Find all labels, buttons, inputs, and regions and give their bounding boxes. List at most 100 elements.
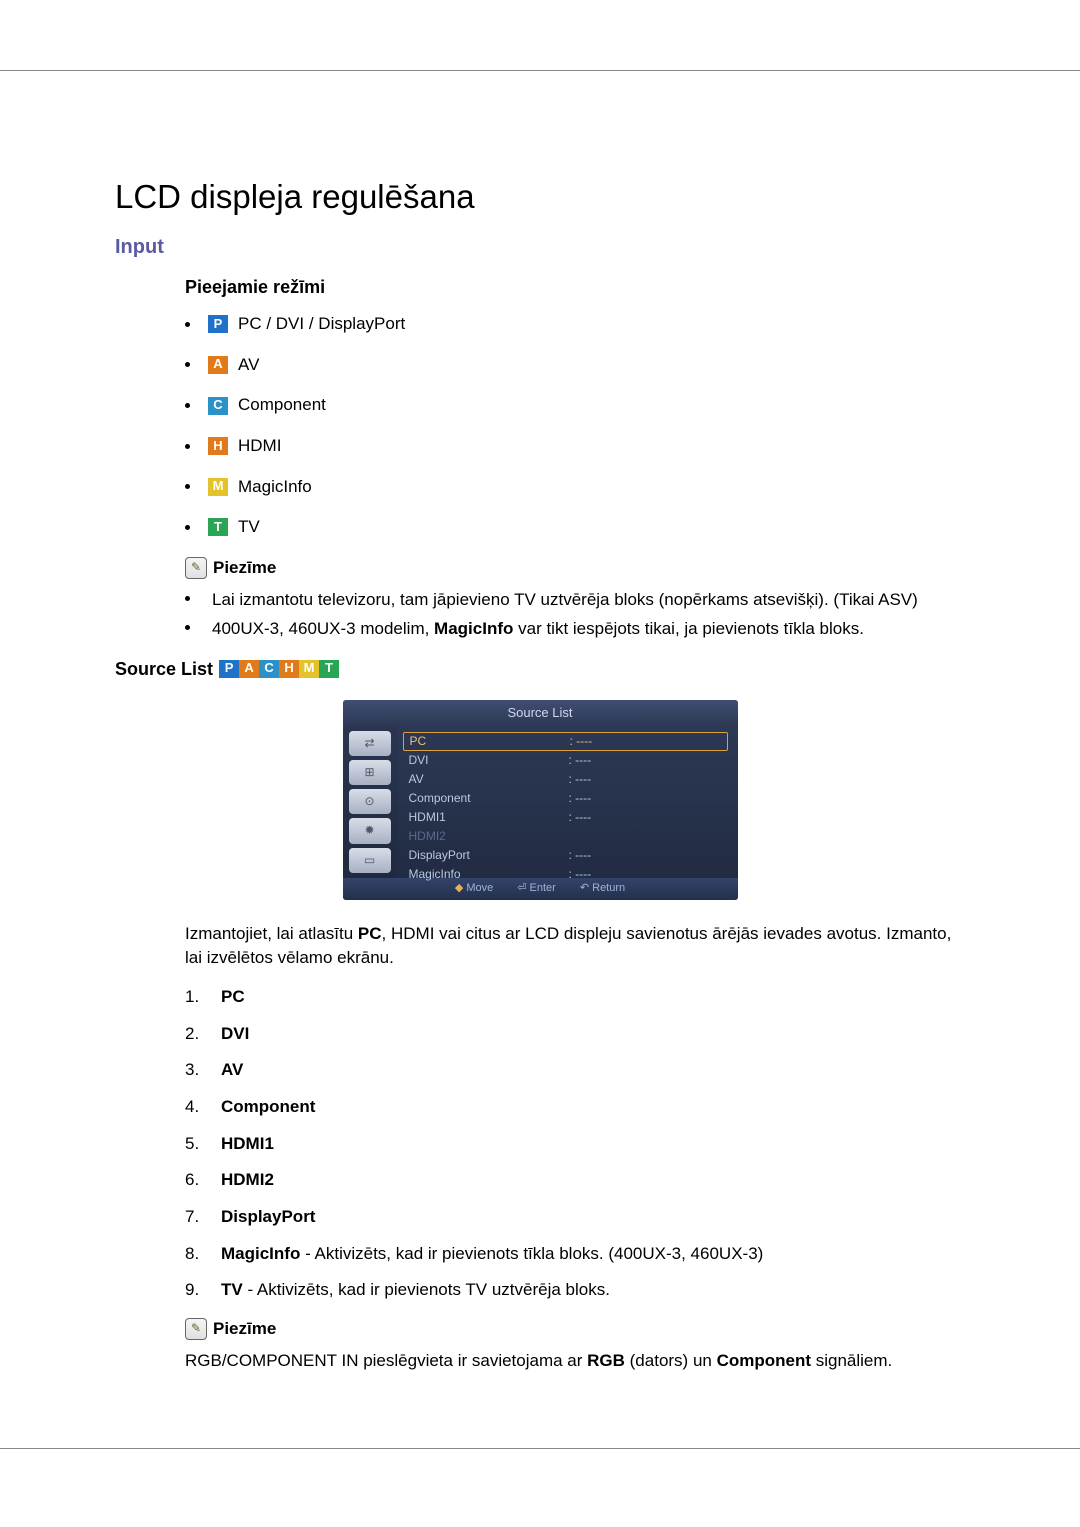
source-list-label: Source List [115, 656, 213, 682]
osd-row-label: PC [410, 733, 520, 750]
badge-t-icon: T [319, 660, 339, 678]
list-number: 5. [185, 1132, 203, 1157]
list-text-bold: TV [221, 1280, 243, 1299]
mode-label: MagicInfo [238, 475, 312, 500]
osd-row-value: : ‑‑‑‑ [569, 771, 592, 788]
mode-label: AV [238, 353, 259, 378]
osd-body: ⇄ ⊞ ⊙ ✹ ▭ PC: ‑‑‑‑DVI: ‑‑‑‑AV: ‑‑‑‑Compo… [343, 726, 738, 878]
osd-row-label: HDMI2 [409, 828, 519, 845]
list-text-rest: - Aktivizēts, kad ir pievienots TV uztvē… [243, 1280, 610, 1299]
badge-p-icon: P [219, 660, 239, 678]
list-text: HDMI2 [221, 1168, 274, 1193]
bullet-icon [185, 625, 190, 630]
osd-side-icon: ▭ [349, 848, 391, 873]
text-part: Izmantojiet, lai atlasītu [185, 924, 358, 943]
text-part: (dators) un [625, 1351, 717, 1370]
bullet-icon [185, 444, 190, 449]
osd-row: DVI: ‑‑‑‑ [403, 751, 728, 770]
note-item: Lai izmantotu televizoru, tam jāpievieno… [185, 588, 965, 613]
badge-c-icon: C [208, 397, 228, 415]
osd-row-label: DVI [409, 752, 519, 769]
note-text-bold: MagicInfo [434, 619, 513, 638]
osd-row: MagicInfo: ‑‑‑‑ [403, 865, 728, 884]
text-part: signāliem. [811, 1351, 892, 1370]
mode-item-magicinfo: M MagicInfo [185, 475, 965, 500]
osd-row-label: Component [409, 790, 519, 807]
list-text: PC [221, 985, 245, 1010]
note-heading: ✎ Piezīme [185, 556, 965, 581]
list-number: 6. [185, 1168, 203, 1193]
note-text: 400UX-3, 460UX-3 modelim, MagicInfo var … [212, 617, 864, 642]
mode-label: Component [238, 393, 326, 418]
osd-footer-enter: ⏎ Enter [517, 881, 556, 897]
badge-t-icon: T [208, 518, 228, 536]
mode-item-av: A AV [185, 353, 965, 378]
osd-side-icons: ⇄ ⊞ ⊙ ✹ ▭ [343, 726, 397, 878]
list-text-bold: DisplayPort [221, 1207, 315, 1226]
mode-label: TV [238, 515, 260, 540]
bullet-icon [185, 362, 190, 367]
mode-label: HDMI [238, 434, 281, 459]
list-number: 3. [185, 1058, 203, 1083]
note-label: Piezīme [213, 556, 276, 581]
list-text-bold: HDMI2 [221, 1170, 274, 1189]
text-part: RGB/COMPONENT IN pieslēgvieta ir savieto… [185, 1351, 587, 1370]
list-text: Component [221, 1095, 315, 1120]
text-bold: PC [358, 924, 382, 943]
list-item: 2.DVI [185, 1022, 965, 1047]
list-text-bold: MagicInfo [221, 1244, 300, 1263]
bullet-icon [185, 403, 190, 408]
source-numbered-list: 1.PC2.DVI3.AV4.Component5.HDMI16.HDMI27.… [185, 985, 965, 1303]
osd-row: PC : ‑‑‑‑ [403, 732, 728, 751]
list-item: 4.Component [185, 1095, 965, 1120]
osd-source-list: PC: ‑‑‑‑DVI: ‑‑‑‑AV: ‑‑‑‑Component: ‑‑‑‑… [397, 726, 738, 878]
osd-row: HDMI2 [403, 827, 728, 846]
note-icon: ✎ [185, 1318, 207, 1340]
list-text: AV [221, 1058, 243, 1083]
list-text: HDMI1 [221, 1132, 274, 1157]
list-text-bold: AV [221, 1060, 243, 1079]
list-text: DisplayPort [221, 1205, 315, 1230]
osd-row: AV: ‑‑‑‑ [403, 770, 728, 789]
list-text-rest: - Aktivizēts, kad ir pievienots tīkla bl… [300, 1244, 763, 1263]
badge-a-icon: A [208, 356, 228, 374]
note-text: Lai izmantotu televizoru, tam jāpievieno… [212, 588, 918, 613]
note-item: 400UX-3, 460UX-3 modelim, MagicInfo var … [185, 617, 965, 642]
list-text-bold: PC [221, 987, 245, 1006]
list-number: 9. [185, 1278, 203, 1303]
bullet-icon [185, 525, 190, 530]
list-item: 3. AV [185, 1058, 965, 1083]
osd-side-icon: ✹ [349, 818, 391, 843]
list-text: TV - Aktivizēts, kad ir pievienots TV uz… [221, 1278, 610, 1303]
mode-label: PC / DVI / DisplayPort [238, 312, 405, 337]
list-item: 7. DisplayPort [185, 1205, 965, 1230]
badge-a-icon: A [239, 660, 259, 678]
note-icon: ✎ [185, 557, 207, 579]
osd-enter-label: Enter [530, 882, 556, 894]
osd-side-icon: ⇄ [349, 731, 391, 756]
mode-item-hdmi: H HDMI [185, 434, 965, 459]
osd-row-label: DisplayPort [409, 847, 519, 864]
list-number: 8. [185, 1242, 203, 1267]
list-item: 8. MagicInfo - Aktivizēts, kad ir pievien… [185, 1242, 965, 1267]
osd-row-value: : ‑‑‑‑ [570, 733, 593, 750]
list-number: 7. [185, 1205, 203, 1230]
mode-item-tv: T TV [185, 515, 965, 540]
note-label: Piezīme [213, 1317, 276, 1342]
list-item: 6. HDMI2 [185, 1168, 965, 1193]
text-bold: Component [717, 1351, 811, 1370]
badge-strip: P A C H M T [219, 660, 339, 678]
osd-row-value: : ‑‑‑‑ [569, 847, 592, 864]
mode-item-component: C Component [185, 393, 965, 418]
note-text-part: 400UX-3, 460UX-3 modelim, [212, 619, 434, 638]
badge-h-icon: H [208, 437, 228, 455]
note-text-part: var tikt iespējots tikai, ja pievienots … [513, 619, 864, 638]
subheading-available-modes: Pieejamie režīmi [185, 274, 965, 300]
osd-title: Source List [343, 700, 738, 726]
osd-row: DisplayPort : ‑‑‑‑ [403, 846, 728, 865]
bullet-icon [185, 596, 190, 601]
note-list: Lai izmantotu televizoru, tam jāpievieno… [185, 588, 965, 641]
bullet-icon [185, 484, 190, 489]
osd-side-icon: ⊙ [349, 789, 391, 814]
badge-m-icon: M [208, 478, 228, 496]
